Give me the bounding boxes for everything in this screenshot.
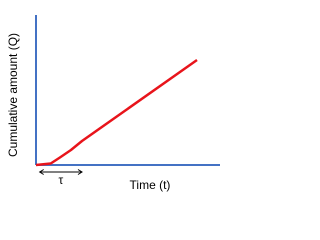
chart: Time (t) Cumulative amount (Q) τ	[6, 15, 220, 192]
data-line	[35, 58, 198, 167]
x-axis-label: Time (t)	[130, 178, 171, 192]
arrow-head	[77, 169, 83, 175]
lag-label: τ	[58, 173, 63, 187]
y-axis-label: Cumulative amount (Q)	[6, 33, 20, 157]
arrow-head	[38, 169, 44, 175]
